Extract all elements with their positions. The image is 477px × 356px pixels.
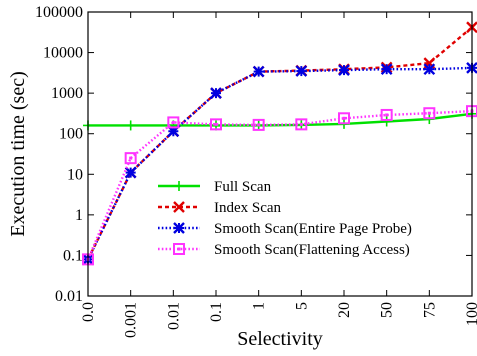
data-point [125, 120, 136, 131]
legend-label: Smooth Scan(Entire Page Probe) [214, 221, 412, 237]
data-point [295, 65, 308, 77]
data-point [252, 118, 265, 131]
data-point [252, 65, 265, 78]
x-tick-label: 0.0 [80, 302, 97, 322]
y-tick-label: 100000 [35, 4, 83, 21]
y-tick-label: 1 [75, 207, 83, 224]
y-axis-ticks: 0.01 0.1 1 10 100 1000 10000 100000 [35, 4, 472, 305]
legend-item: Smooth Scan(Entire Page Probe) [158, 221, 412, 237]
legend-marker [173, 243, 185, 255]
y-tick-label: 10 [67, 166, 83, 183]
plot-frame [87, 11, 473, 297]
y-tick-label: 100 [59, 126, 83, 143]
legend-marker [173, 201, 185, 213]
legend-marker [174, 181, 184, 191]
x-tick-label: 20 [336, 302, 353, 318]
series-3 [82, 105, 477, 266]
data-point [423, 107, 436, 120]
legend-item: Index Scan [158, 200, 282, 216]
x-tick-label: 0.01 [165, 302, 182, 330]
legend-item: Smooth Scan(Flattening Access) [158, 242, 410, 258]
series-layer [82, 21, 477, 266]
legend-label: Full Scan [214, 179, 272, 195]
legend-label: Smooth Scan(Flattening Access) [214, 242, 410, 258]
series-line [86, 66, 473, 260]
legend-item: Full Scan [158, 179, 272, 195]
y-tick-label: 10000 [43, 45, 83, 62]
x-tick-label: 5 [293, 302, 310, 310]
x-tick-label: 75 [421, 302, 438, 318]
series-2 [82, 62, 477, 266]
data-point [295, 118, 308, 131]
legend-marker [173, 222, 185, 234]
data-point [338, 112, 350, 125]
x-tick-label: 1 [251, 302, 268, 310]
data-point [380, 108, 393, 121]
data-point [124, 152, 137, 165]
data-point [167, 116, 180, 129]
x-tick-label: 0.1 [208, 302, 225, 322]
legend-label: Index Scan [214, 200, 282, 216]
data-point [380, 63, 393, 76]
x-tick-label: 100 [464, 302, 477, 326]
series-line [88, 112, 473, 127]
series-0 [83, 108, 477, 131]
data-point [210, 87, 222, 99]
data-point [381, 116, 392, 127]
y-tick-label: 0.1 [63, 247, 83, 264]
y-tick-label: 1000 [51, 85, 83, 102]
x-tick-label: 0.001 [123, 302, 140, 338]
data-point [338, 64, 350, 76]
y-tick-label: 0.01 [55, 288, 83, 305]
data-point [124, 166, 137, 179]
x-axis-title: Selectivity [237, 328, 323, 350]
series-line [86, 109, 473, 260]
y-axis-title: Execution time (sec) [7, 71, 29, 237]
x-tick-label: 50 [379, 302, 396, 318]
legend: Full Scan Index Scan Smooth Scan(Entire Pa… [158, 179, 412, 258]
data-point [210, 118, 222, 131]
x-axis-ticks: 0.0 0.001 0.01 0.1 1 5 20 50 75 100 [80, 12, 477, 338]
data-point [423, 63, 436, 76]
